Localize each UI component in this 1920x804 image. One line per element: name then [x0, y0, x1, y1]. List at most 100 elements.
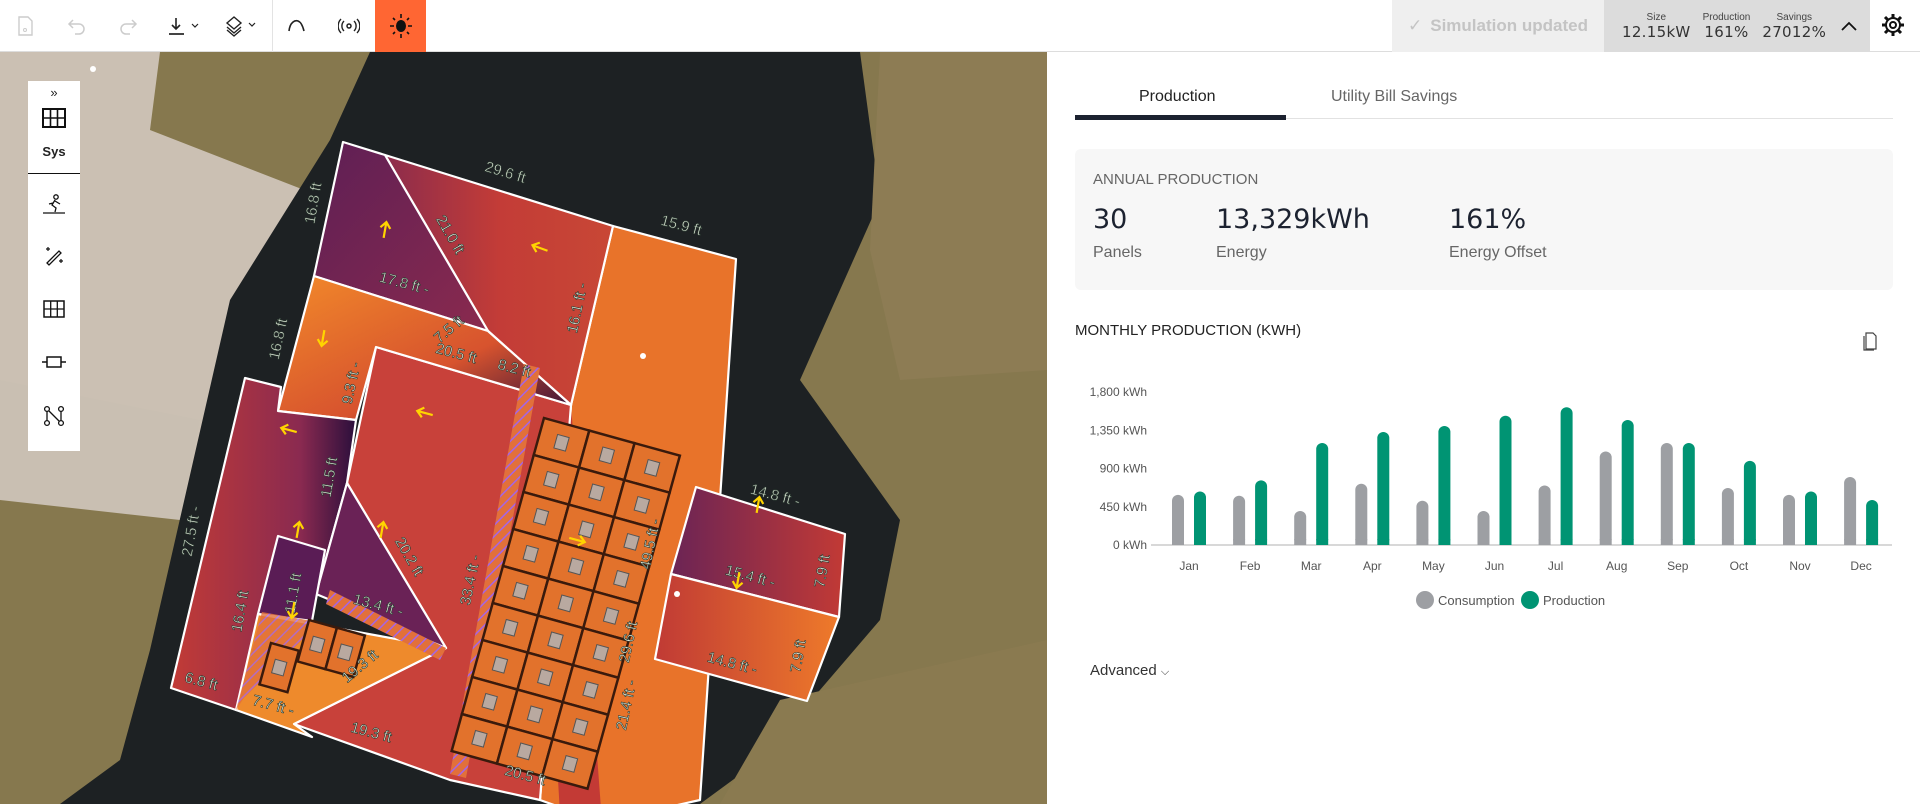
- bar-production-mar[interactable]: [1316, 443, 1329, 545]
- walker-tool-button[interactable]: [28, 189, 80, 219]
- arc-tool-button[interactable]: [284, 0, 310, 52]
- layers-icon: [225, 16, 256, 37]
- x-tick-label: Jul: [1548, 559, 1563, 573]
- bar-consumption-jul[interactable]: [1538, 485, 1551, 546]
- bar-base: [1377, 539, 1390, 545]
- x-tick-label: Dec: [1850, 559, 1871, 573]
- top-toolbar: ✓ Simulation updated Size 12.15kW Producti…: [0, 0, 1920, 52]
- y-tick-label: 450 kWh: [1100, 500, 1147, 514]
- panel-optimizer-icon: [598, 446, 616, 465]
- bar-base: [1538, 539, 1551, 545]
- grid-view-button[interactable]: [28, 103, 80, 133]
- bar-consumption-may[interactable]: [1416, 500, 1429, 545]
- bar-consumption-apr[interactable]: [1355, 483, 1368, 545]
- x-tick-label: May: [1422, 559, 1445, 573]
- panel-optimizer-icon: [643, 458, 661, 477]
- antenna-tool-button[interactable]: [336, 0, 362, 52]
- bar-consumption-dec[interactable]: [1844, 477, 1857, 545]
- azimuth-arrow-icon: [316, 329, 329, 348]
- y-tick-label: 0 kWh: [1113, 538, 1147, 552]
- tab-production[interactable]: Production: [1139, 88, 1216, 105]
- tab-utility-bill-savings[interactable]: Utility Bill Savings: [1331, 88, 1458, 105]
- chevron-down-icon: ⌵: [1160, 666, 1170, 678]
- system-tab[interactable]: Sys: [42, 143, 66, 159]
- bar-production-apr[interactable]: [1377, 431, 1390, 545]
- chevron-up-icon[interactable]: [1840, 20, 1858, 32]
- undo-icon: [67, 19, 85, 35]
- vertex-marker[interactable]: [674, 591, 680, 597]
- bar-consumption-nov[interactable]: [1783, 494, 1795, 545]
- vertex-marker[interactable]: [640, 353, 646, 359]
- panel-optimizer-icon: [588, 483, 605, 502]
- bar-base: [1438, 539, 1451, 545]
- panels-label: Panels: [1093, 244, 1142, 261]
- vertex-marker[interactable]: [90, 66, 96, 72]
- roof-face[interactable]: [653, 572, 841, 703]
- bar-production-jun[interactable]: [1499, 415, 1512, 545]
- advanced-toggle[interactable]: Advanced ⌵: [1090, 662, 1169, 679]
- azimuth-arrow-icon: [568, 535, 587, 547]
- expand-button[interactable]: »: [50, 84, 58, 100]
- bar-production-jan[interactable]: [1194, 491, 1206, 545]
- component-button[interactable]: [28, 347, 80, 377]
- bar-consumption-jan[interactable]: [1172, 494, 1184, 545]
- bar-consumption-feb[interactable]: [1233, 495, 1246, 545]
- antenna-icon: [338, 18, 360, 34]
- bar-production-nov[interactable]: [1805, 491, 1817, 545]
- azimuth-arrow-icon: [530, 241, 548, 253]
- shade-toggle-button[interactable]: [375, 0, 426, 52]
- panel-optimizer-icon: [582, 680, 599, 699]
- x-tick-label: Jan: [1179, 559, 1198, 573]
- grid-icon: [42, 108, 66, 128]
- legend-label[interactable]: Production: [1543, 593, 1605, 608]
- map-canvas[interactable]: 29.6 ft 15.9 ft 16.8 ft 21.0 ft 17.8 ft -16.…: [0, 52, 1047, 804]
- system-summary[interactable]: Size 12.15kW Production 161% Savings 27012%: [1604, 0, 1870, 52]
- component-icon: [42, 356, 66, 368]
- download-icon: [169, 18, 199, 35]
- bar-consumption-sep[interactable]: [1660, 443, 1673, 545]
- bar-consumption-jun[interactable]: [1477, 511, 1490, 545]
- x-tick-label: Jun: [1485, 559, 1504, 573]
- panel-optimizer-icon: [516, 742, 533, 761]
- results-panel: Production Utility Bill Savings ANNUAL P…: [1047, 52, 1920, 804]
- layers-menu-button[interactable]: [222, 0, 262, 52]
- legend-label[interactable]: Consumption: [1438, 593, 1515, 608]
- x-tick-label: Sep: [1667, 559, 1689, 573]
- panel-array[interactable]: [257, 416, 682, 791]
- redo-button[interactable]: [115, 0, 141, 52]
- stat-value: 161%: [1704, 22, 1749, 41]
- bar-production-dec[interactable]: [1866, 499, 1879, 545]
- save-icon: [18, 16, 33, 36]
- bar-production-feb[interactable]: [1255, 480, 1268, 545]
- magic-wand-button[interactable]: [28, 241, 80, 271]
- panel-optimizer-icon: [512, 581, 529, 600]
- bar-production-jul[interactable]: [1560, 407, 1573, 545]
- undo-button[interactable]: [64, 0, 90, 52]
- panel-grid-button[interactable]: [28, 294, 80, 324]
- route-button[interactable]: [28, 401, 80, 431]
- legend-swatch: [1521, 591, 1539, 609]
- panel-optimizer-icon: [542, 470, 560, 489]
- save-button[interactable]: [12, 0, 38, 52]
- check-icon: ✓: [1408, 16, 1423, 35]
- grass-area: [720, 640, 1047, 804]
- bar-consumption-oct[interactable]: [1721, 488, 1734, 545]
- y-tick-label: 900 kWh: [1100, 462, 1147, 476]
- bar-production-aug[interactable]: [1621, 420, 1634, 545]
- panel-optimizer-icon: [471, 729, 488, 748]
- azimuth-arrows: [279, 220, 765, 620]
- bar-base: [1355, 539, 1368, 545]
- bar-production-sep[interactable]: [1682, 443, 1695, 545]
- bar-production-oct[interactable]: [1743, 460, 1756, 545]
- azimuth-arrow-icon: [292, 520, 305, 539]
- bar-production-may[interactable]: [1438, 426, 1451, 545]
- bar-consumption-aug[interactable]: [1599, 451, 1612, 546]
- stat-production: Production 161%: [1703, 12, 1751, 41]
- download-menu-button[interactable]: [165, 0, 205, 52]
- bar-consumption-mar[interactable]: [1294, 511, 1307, 545]
- copy-icon[interactable]: [1862, 332, 1878, 352]
- panel-optimizer-icon: [308, 635, 326, 654]
- gear-icon[interactable]: [1880, 12, 1906, 38]
- redo-icon: [120, 19, 138, 35]
